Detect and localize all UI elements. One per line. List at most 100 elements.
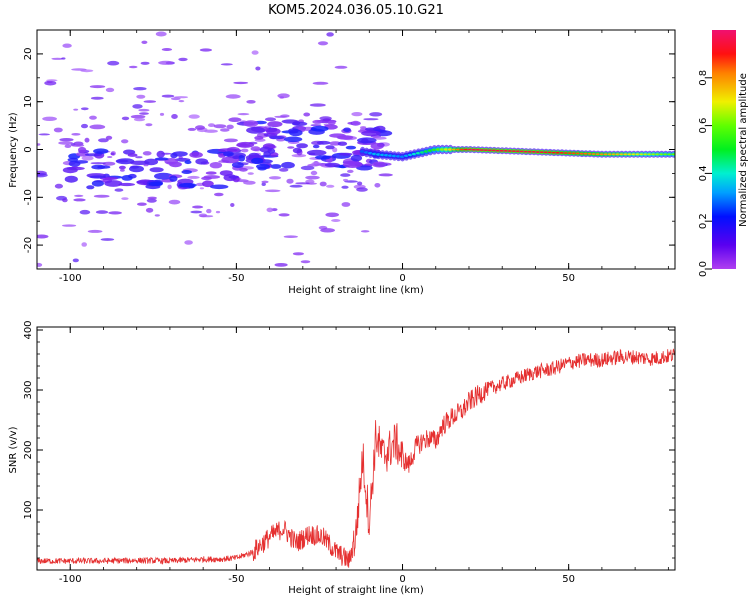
spectrogram-blob: [296, 143, 308, 149]
spectrogram-blob: [336, 135, 354, 140]
spectrogram-blob: [326, 184, 335, 188]
spectrogram-blob: [118, 165, 126, 170]
spectrogram-blob: [171, 114, 178, 119]
spectrogram-blob: [204, 129, 218, 133]
spectrogram-blob: [190, 210, 203, 214]
spectrogram-blob: [315, 155, 331, 160]
spectrogram-blob: [158, 60, 174, 65]
spectrogram-blob: [266, 207, 274, 213]
spectrogram-blob: [351, 120, 360, 126]
spectrogram-blobs: [37, 31, 675, 267]
spectrogram-blob: [86, 185, 95, 190]
spectrogram-blob: [254, 136, 264, 140]
spectrogram-blob: [184, 240, 193, 245]
spectrogram-blob: [155, 31, 167, 37]
snr-xlabel: Height of straight line (km): [288, 585, 424, 596]
spectrogram-blob: [292, 147, 302, 154]
spectrogram-blob: [237, 113, 250, 116]
spectrogram-blob: [287, 146, 295, 149]
spectrogram-blob: [356, 187, 368, 192]
spectrogram-blob: [243, 180, 256, 185]
spectrogram-blob: [164, 158, 178, 165]
spectrogram-blob: [281, 161, 295, 169]
spectrogram-blob: [51, 57, 64, 60]
snr-xtick-label: 50: [562, 574, 575, 585]
spectrogram-blob: [257, 166, 267, 171]
spectrogram-blob: [154, 214, 160, 217]
spectrogram-blob: [136, 94, 146, 99]
spectrogram-blob: [121, 175, 133, 181]
spectrogram-blob: [68, 160, 81, 167]
spectrogram-blob: [73, 108, 79, 111]
spectrogram-blob: [100, 238, 115, 241]
spectrogram-blob: [279, 168, 289, 172]
spectrogram-blob: [72, 258, 79, 263]
spectrogram-blob: [325, 212, 340, 218]
spectrogram-blob: [310, 124, 322, 127]
spectrogram-blob: [280, 114, 290, 118]
spectrogram-blob: [274, 263, 288, 267]
spectrogram-blob: [370, 142, 384, 150]
spectrogram-blob: [81, 123, 88, 129]
spectrogram-blob: [187, 183, 195, 189]
spectrogram-blob: [62, 167, 78, 174]
spectrogram-blob: [268, 176, 282, 180]
spectrogram-blob: [169, 175, 178, 182]
spectrogram-blob: [363, 118, 379, 121]
spectrogram-blob: [145, 123, 153, 127]
spectrogram-blob: [61, 57, 66, 60]
spectrogram-blob: [270, 164, 282, 169]
spectrogram-blob: [81, 242, 87, 247]
spectrogram-blob: [232, 155, 240, 160]
spectrogram-blob: [369, 112, 383, 117]
colorbar-tick-label: 0.2: [698, 213, 709, 229]
spectrogram-blob: [240, 148, 249, 153]
spectrogram-blob: [104, 180, 123, 187]
spectrogram-blob: [376, 130, 393, 137]
spectrogram-blob: [305, 175, 320, 180]
spectrogram-blob: [341, 202, 351, 207]
spectrogram-blob: [208, 123, 215, 127]
spectrogram-blob: [121, 116, 130, 121]
spectrogram-blob: [167, 184, 172, 190]
spectrogram-blob: [246, 126, 266, 134]
spectrogram-blob: [37, 234, 49, 239]
spectrogram-blob: [345, 145, 357, 150]
spectrogram-blob: [283, 235, 298, 238]
spectrogram-blob: [84, 153, 103, 157]
spectrogram-blob: [181, 170, 192, 174]
spectrogram-blob: [187, 175, 200, 179]
spectrogram-blob: [250, 146, 261, 152]
spectrogram-blob: [121, 139, 129, 144]
spectrogram-blob: [148, 181, 163, 186]
spectrogram-blob: [217, 148, 238, 153]
spectrogram-blob: [46, 79, 58, 82]
spectrogram-blob: [283, 136, 303, 143]
figure-title: KOM5.2024.036.05.10.G21: [268, 3, 444, 18]
spectrogram-blob: [347, 169, 354, 173]
spectrogram-blob: [90, 96, 104, 100]
spectrogram-blob: [120, 168, 125, 172]
spectrogram-blob: [373, 136, 387, 140]
spectrogram-blob: [247, 172, 254, 175]
spectrogram-blob: [141, 40, 148, 44]
spectrogram-blob: [220, 128, 230, 132]
spectrogram-blob: [312, 81, 329, 85]
snr-ytick-label: 300: [23, 380, 34, 399]
spectrogram-blob: [251, 50, 259, 55]
colorbar-tick-label: 0.0: [698, 261, 709, 277]
spectrogram-blob: [84, 137, 90, 143]
spectrogram-blob: [189, 151, 203, 158]
spectrogram-blob: [168, 199, 181, 205]
snr-ylabel: SNR (v/v): [8, 426, 19, 473]
spectrogram-blob: [37, 173, 48, 178]
spectrogram-blob: [93, 148, 109, 154]
spectrogram-blob: [316, 140, 331, 145]
spectrogram-blob: [87, 229, 103, 233]
spectrogram-blob: [174, 96, 189, 99]
spectrogram-blob: [309, 103, 326, 107]
spectrogram-blob: [74, 194, 84, 197]
snr-xtick-label: -50: [228, 574, 244, 585]
